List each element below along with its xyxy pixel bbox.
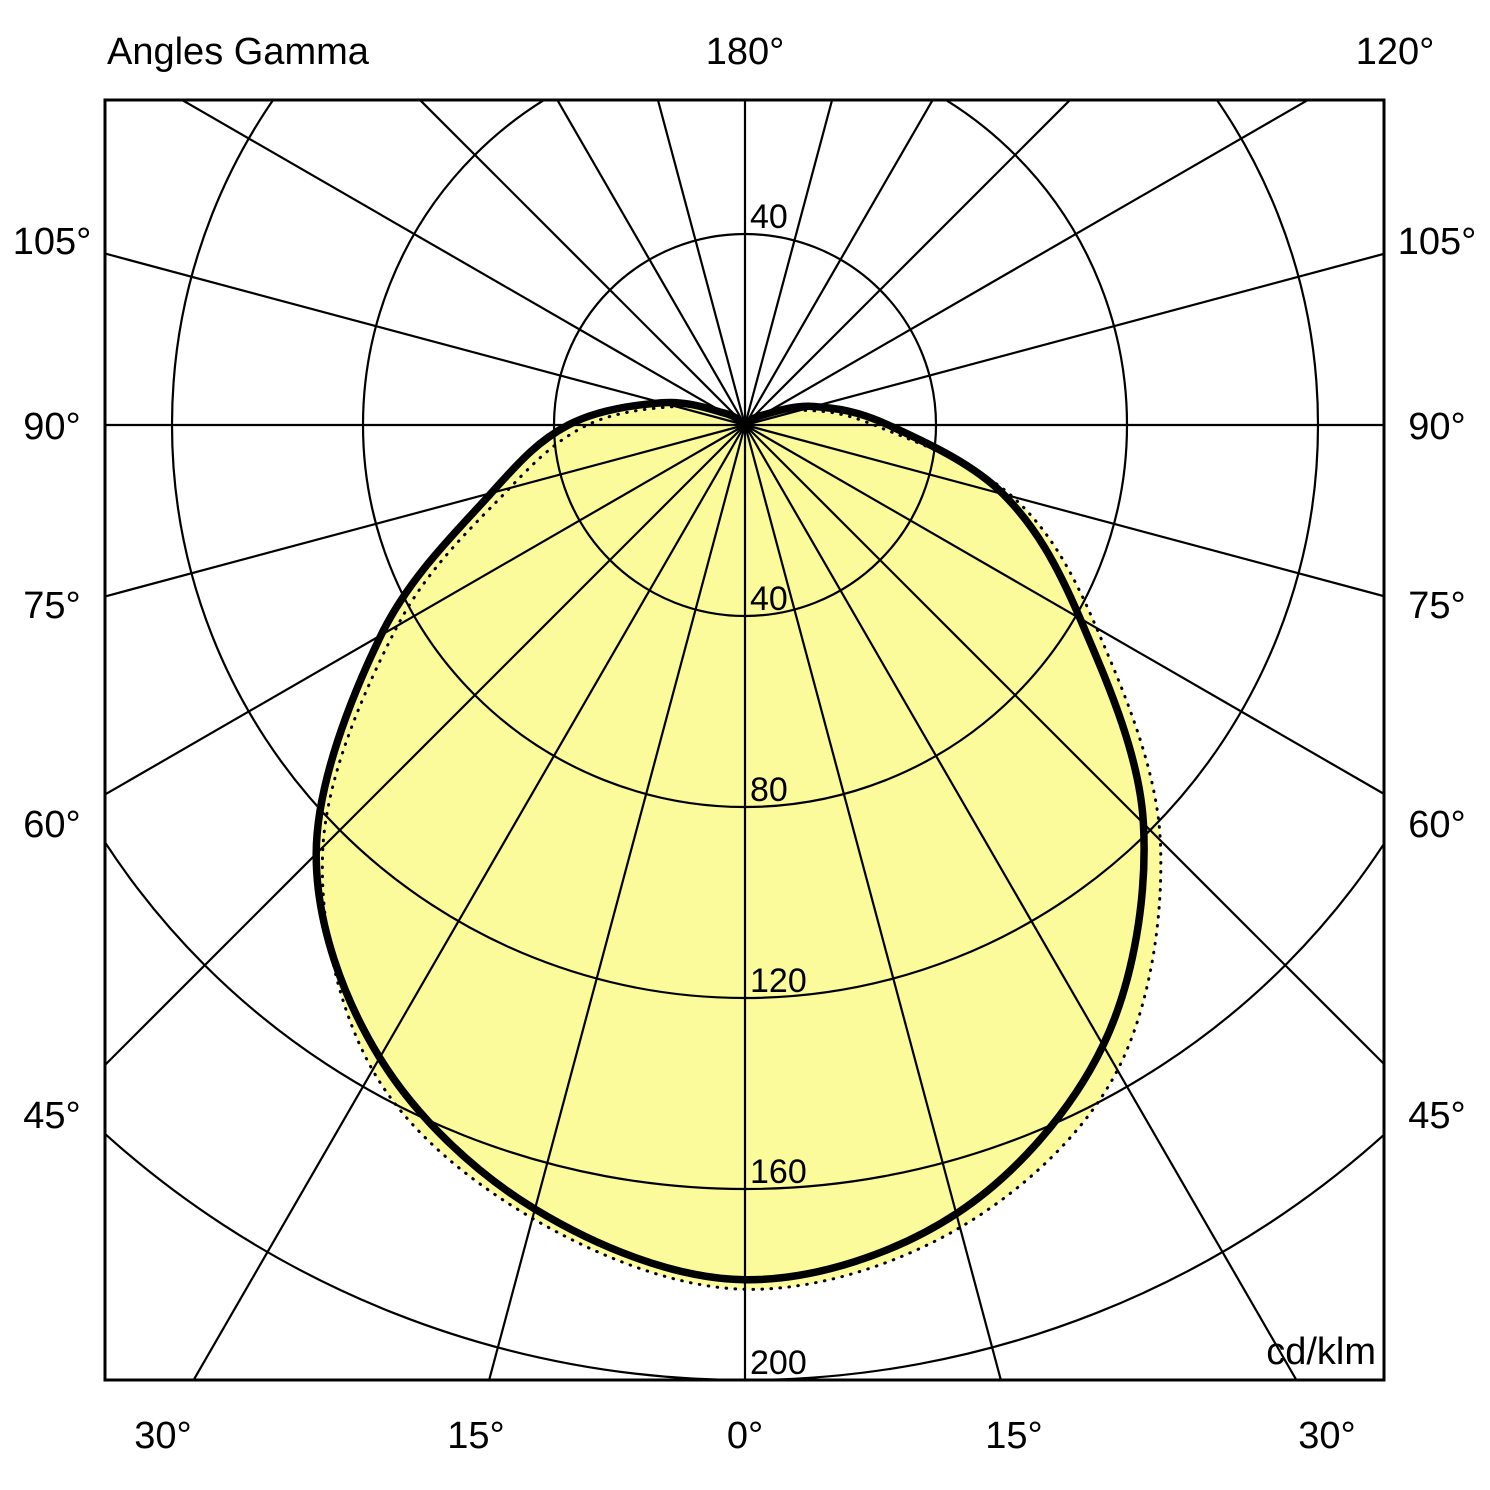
gamma-ray [105,252,746,427]
gamma-ray [744,100,1311,426]
gamma-ray [744,424,1384,1066]
gamma-ray [744,100,934,426]
gamma-ray [744,423,1384,598]
gamma-label-right: 90° [1408,406,1465,448]
radial-tick-label: 40 [750,198,788,236]
radial-tick-label: 40 [750,580,788,618]
radial-tick-label: 200 [750,1344,807,1382]
radial-grid-circle [105,839,1384,1190]
gamma-ray [179,100,746,426]
gamma-label-top-right: 120° [1356,31,1435,73]
gamma-ray [744,252,1384,427]
gamma-ray [744,424,1298,1380]
gamma-ray [105,424,746,796]
gamma-label-left: 45° [23,1095,80,1137]
gamma-label-left: 105° [13,221,92,263]
gamma-label-bottom: 30° [134,1415,191,1457]
gamma-ray [743,100,834,426]
gamma-label-right: 75° [1408,585,1465,627]
gamma-label-bottom: 0° [727,1415,763,1457]
gamma-ray [556,100,746,426]
radial-grid-circle [362,100,1128,808]
gamma-ray [744,424,1384,796]
gamma-label-right: 45° [1408,1095,1465,1137]
radial-tick-label: 160 [750,1153,807,1191]
radial-grid-circle [552,232,938,618]
gamma-label-bottom: 15° [985,1415,1042,1457]
gamma-label-right: 105° [1398,221,1477,263]
gamma-ray [418,100,746,426]
gamma-ray [105,423,746,598]
curve-fill-c0-c180 [316,402,1145,1280]
radial-tick-labels: 40 40 80 120 160 200 [750,198,807,1382]
unit-label: cd/klm [1266,1331,1376,1373]
radial-grid-circles [105,100,1384,1380]
radial-tick-label: 80 [750,771,788,809]
gamma-ray [743,424,1002,1380]
gamma-angle-labels: 180° 120° 105° 90° 75° 60° 45° 105° 90° 75° 60° 45°… [13,31,1477,1457]
gamma-label-top-center: 180° [706,31,785,73]
radial-tick-label: 120 [750,962,807,1000]
gamma-label-left: 60° [23,804,80,846]
distribution-curve-c0-c180 [312,398,1148,1284]
distribution-curve-c90-c270 [320,404,1163,1291]
gamma-label-left: 90° [23,406,80,448]
gamma-ray [192,424,746,1380]
radial-grid-circle [171,100,1319,999]
gamma-ray [744,100,1072,426]
chart-title: Angles Gamma [107,31,369,73]
gamma-ray [488,424,747,1380]
gamma-label-bottom: 30° [1298,1415,1355,1457]
gamma-label-bottom: 15° [447,1415,504,1457]
gamma-label-left: 75° [23,585,80,627]
gamma-ray [656,100,747,426]
gamma-label-right: 60° [1408,804,1465,846]
gamma-ray [105,424,746,1067]
chart-border [103,98,1386,1382]
